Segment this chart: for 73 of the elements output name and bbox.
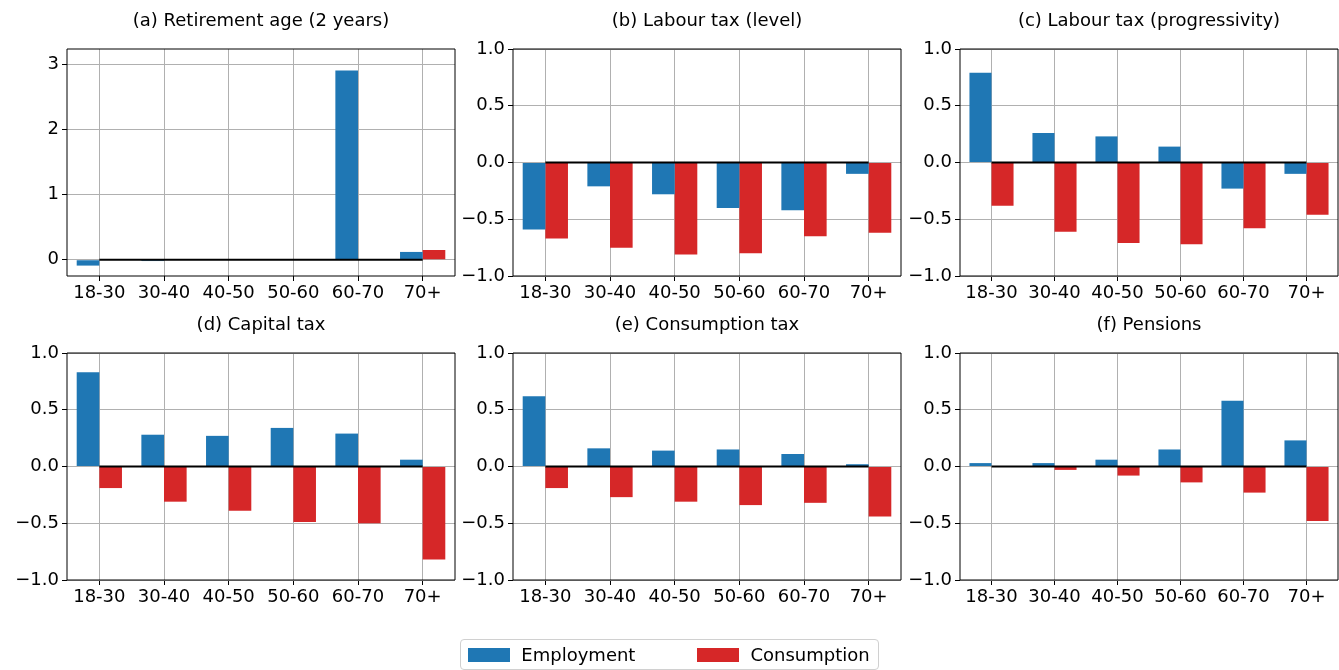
y-tick-label: 1.0 xyxy=(30,340,59,362)
y-tick-label: −1.0 xyxy=(461,263,505,285)
x-tick-label: 18-30 xyxy=(519,281,572,303)
chart-title: (c) Labour tax (progressivity) xyxy=(1017,9,1281,31)
x-tick-label: 50-60 xyxy=(713,585,766,607)
y-tick-label: −0.5 xyxy=(15,510,59,532)
y-tick-label: 3 xyxy=(47,52,59,74)
x-tick-label: 18-30 xyxy=(73,585,126,607)
x-tick-label: 40-50 xyxy=(202,585,255,607)
x-tick-label: 70+ xyxy=(1287,585,1326,607)
x-tick-label: 18-30 xyxy=(73,281,126,303)
x-tick-label: 60-70 xyxy=(331,281,385,303)
x-tick-label: 50-60 xyxy=(267,585,320,607)
y-tick-label: 0.5 xyxy=(476,93,505,115)
x-tick-label: 40-50 xyxy=(1091,585,1144,607)
y-tick-label: 0.5 xyxy=(923,397,952,419)
x-tick-label: 30-40 xyxy=(137,281,191,303)
x-tick-label: 60-70 xyxy=(777,281,831,303)
y-tick-label: −0.5 xyxy=(908,510,952,532)
x-tick-label: 70+ xyxy=(849,281,888,303)
x-tick-label: 70+ xyxy=(1287,281,1326,303)
x-tick-label: 50-60 xyxy=(713,281,766,303)
x-tick-label: 70+ xyxy=(849,585,888,607)
x-tick-label: 40-50 xyxy=(202,281,255,303)
y-tick-label: 1 xyxy=(47,182,59,204)
x-tick-label: 30-40 xyxy=(1028,585,1081,607)
y-tick-label: 1.0 xyxy=(923,340,952,362)
legend-label: Employment xyxy=(521,644,636,665)
x-tick-label: 30-40 xyxy=(1028,281,1081,303)
y-tick-label: −0.5 xyxy=(908,206,952,228)
chart-title: (a) Retirement age (2 years) xyxy=(132,9,390,31)
y-tick-label: −1.0 xyxy=(908,263,952,285)
y-tick-label: 0.0 xyxy=(30,454,59,476)
y-tick-label: −1.0 xyxy=(15,567,59,589)
chart-title: (d) Capital tax xyxy=(196,313,326,335)
y-tick-label: −0.5 xyxy=(461,510,505,532)
y-tick-label: 2 xyxy=(47,117,59,139)
x-tick-label: 60-70 xyxy=(331,585,385,607)
y-tick-label: 0.5 xyxy=(923,93,952,115)
legend-label: Consumption xyxy=(750,644,870,665)
x-tick-label: 50-60 xyxy=(267,281,320,303)
y-tick-label: 1.0 xyxy=(476,36,505,58)
x-tick-label: 70+ xyxy=(403,585,442,607)
x-tick-label: 60-70 xyxy=(777,585,831,607)
chart-title: (b) Labour tax (level) xyxy=(611,9,803,31)
x-tick-label: 30-40 xyxy=(583,281,637,303)
y-tick-label: 1.0 xyxy=(923,36,952,58)
x-tick-label: 18-30 xyxy=(965,281,1018,303)
y-tick-label: 0.0 xyxy=(923,454,952,476)
y-tick-label: 0.5 xyxy=(476,397,505,419)
x-tick-label: 60-70 xyxy=(1217,585,1270,607)
x-tick-label: 50-60 xyxy=(1154,585,1207,607)
x-tick-label: 70+ xyxy=(403,281,442,303)
x-tick-label: 40-50 xyxy=(1091,281,1144,303)
x-tick-label: 60-70 xyxy=(1217,281,1270,303)
x-tick-label: 30-40 xyxy=(583,585,637,607)
y-tick-label: 0 xyxy=(47,247,59,269)
y-tick-label: 0.5 xyxy=(30,397,59,419)
chart-title: (f) Pensions xyxy=(1096,313,1202,335)
y-tick-label: 0.0 xyxy=(923,150,952,172)
x-tick-label: 18-30 xyxy=(519,585,572,607)
x-tick-label: 18-30 xyxy=(965,585,1018,607)
x-tick-label: 50-60 xyxy=(1154,281,1207,303)
y-tick-label: 0.0 xyxy=(476,150,505,172)
chart-title: (e) Consumption tax xyxy=(614,313,800,335)
y-tick-label: 1.0 xyxy=(476,340,505,362)
x-tick-label: 40-50 xyxy=(648,281,701,303)
x-tick-label: 40-50 xyxy=(648,585,701,607)
y-tick-label: −1.0 xyxy=(908,567,952,589)
x-tick-label: 30-40 xyxy=(137,585,191,607)
y-tick-label: −0.5 xyxy=(461,206,505,228)
y-tick-label: −1.0 xyxy=(461,567,505,589)
y-tick-label: 0.0 xyxy=(476,454,505,476)
